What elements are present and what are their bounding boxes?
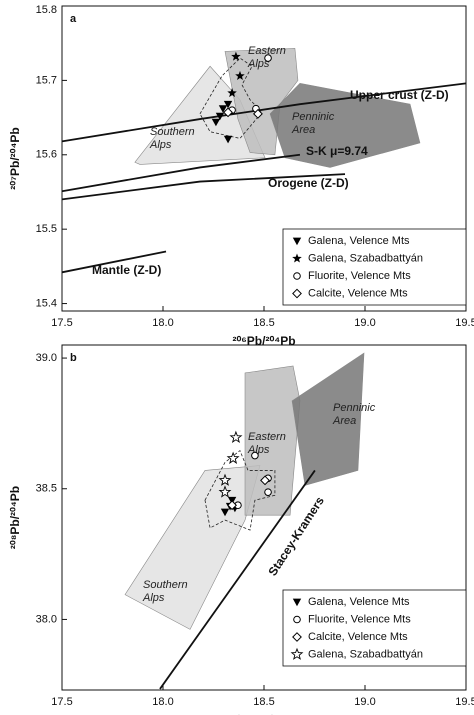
field-label: Southern Alps [149, 126, 195, 151]
reference-curve [61, 82, 467, 143]
y-axis-title: ²⁰⁷Pb/²⁰⁴Pb [8, 127, 22, 190]
reference-curve [159, 469, 316, 690]
marker-diamond [253, 108, 263, 119]
legend-label: Galena, Szabadbattyán [308, 648, 423, 660]
x-axis-title: ²⁰⁶Pb/²⁰⁴Pb [232, 334, 295, 348]
reference-curve [61, 153, 301, 193]
legend-label: Calcite, Velence Mts [308, 287, 408, 299]
y-tick-label: 39.0 [36, 352, 57, 364]
x-tick-label: 19.0 [354, 696, 375, 708]
field [269, 83, 421, 168]
marker-triangle [223, 135, 233, 144]
field-label-line: Alps [142, 592, 165, 604]
field [124, 465, 261, 630]
field [291, 352, 365, 486]
field-label-line: Alps [247, 58, 270, 70]
marker-star [227, 88, 237, 98]
x-tick-label: 18.0 [152, 317, 173, 329]
curve-label: Mantle (Z-D) [92, 263, 161, 277]
legend-label: Fluorite, Velence Mts [308, 613, 411, 625]
field-label-line: Penninic [333, 402, 376, 414]
legend-marker [293, 615, 301, 624]
legend-marker [292, 632, 302, 642]
field-label-line: Alps [149, 139, 172, 151]
field-label-line: Alps [247, 444, 270, 456]
legend-marker [292, 237, 302, 246]
marker-diamond [227, 500, 237, 511]
y-tick-label: 15.6 [36, 149, 57, 161]
marker-star [231, 51, 241, 61]
outline [204, 449, 276, 531]
marker-star [218, 473, 232, 486]
y-tick-label: 15.4 [36, 297, 57, 309]
field-label-line: Area [332, 415, 356, 427]
field-label: Southern Alps [142, 579, 188, 604]
field-label-line: Eastern [248, 431, 286, 443]
x-tick-label: 18.0 [152, 696, 173, 708]
legend-label: Galena, Velence Mts [308, 235, 410, 247]
outline [199, 57, 263, 139]
field-label-line: Penninic [292, 111, 335, 123]
marker-diamond [223, 107, 233, 118]
marker-circle [264, 488, 272, 496]
marker-star [229, 430, 243, 444]
x-tick-label: 18.5 [253, 696, 274, 708]
marker-triangle [211, 118, 221, 127]
curve-label: Orogene (Z-D) [268, 176, 349, 190]
legend-marker [292, 288, 302, 299]
marker-triangle [218, 105, 228, 113]
legend-box [282, 589, 467, 667]
y-axis-title: ²⁰⁸Pb/²⁰⁴Pb [8, 486, 22, 549]
legend-marker [293, 272, 301, 280]
y-tick-label: 15.8 [36, 4, 57, 16]
y-tick-label: 15.7 [36, 74, 57, 86]
legend-label: Galena, Velence Mts [308, 596, 410, 608]
marker-circle [251, 451, 259, 460]
field-label-line: Southern [143, 579, 188, 591]
curve-label: Upper crust (Z-D) [350, 88, 449, 102]
field [244, 365, 301, 516]
marker-star [226, 451, 240, 464]
legend-label: Calcite, Velence Mts [308, 631, 408, 643]
curve-label: S-K μ=9.74 [306, 144, 368, 158]
reference-curve [61, 173, 346, 201]
x-tick-label: 19.0 [354, 317, 375, 329]
x-tick-label: 19.5 [455, 317, 474, 329]
reference-curve [61, 250, 167, 274]
field-label: Eastern Alps [247, 45, 286, 70]
y-tick-label: 15.5 [36, 223, 57, 235]
marker-diamond [260, 475, 270, 486]
x-tick-label: 17.5 [51, 317, 72, 329]
legend-marker [292, 598, 302, 607]
field-label-line: Southern [150, 126, 195, 138]
field-label: Penninic Area [332, 402, 376, 427]
marker-triangle [220, 508, 230, 517]
panel-label: a [70, 13, 77, 25]
y-tick-label: 38.0 [36, 613, 57, 625]
legend-box [282, 228, 467, 306]
legend-label: Fluorite, Velence Mts [308, 270, 411, 282]
marker-triangle [223, 100, 233, 109]
marker-star [235, 70, 245, 80]
marker-triangle [215, 112, 225, 121]
panel-label: b [70, 352, 77, 364]
x-tick-label: 18.5 [253, 317, 274, 329]
field-label: Penninic Area [291, 111, 335, 136]
legend-label: Galena, Szabadbattyán [308, 252, 423, 264]
x-tick-label: 17.5 [51, 696, 72, 708]
y-tick-label: 38.5 [36, 483, 57, 495]
x-tick-label: 19.5 [455, 696, 474, 708]
legend-marker [290, 647, 304, 660]
marker-circle [264, 54, 272, 62]
marker-star [218, 485, 232, 498]
x-axis-title: ²⁰⁶Pb/²⁰⁴Pb [232, 713, 295, 715]
legend-marker [292, 253, 302, 263]
field-label-line: Area [291, 124, 315, 136]
field-label-line: Eastern [248, 45, 286, 57]
